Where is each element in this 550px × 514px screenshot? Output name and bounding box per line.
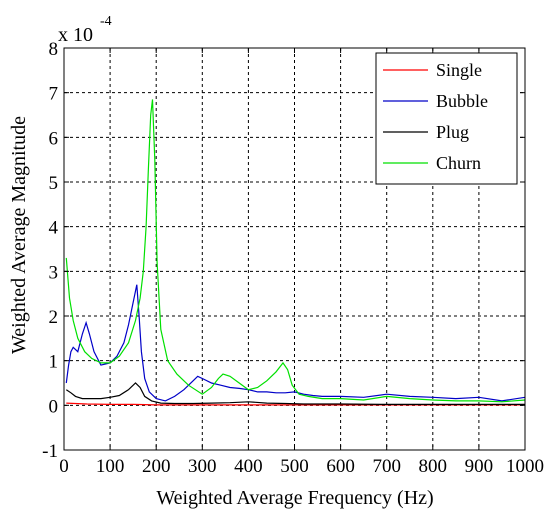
x-axis-label: Weighted Average Frequency (Hz) bbox=[156, 487, 433, 509]
x-tick-label: 700 bbox=[372, 456, 401, 477]
y-multiplier-exponent: -4 bbox=[100, 14, 112, 29]
y-tick-label: 2 bbox=[49, 307, 59, 328]
x-tick-label: 100 bbox=[96, 456, 125, 477]
y-axis-multiplier: x 10 -4 bbox=[58, 14, 112, 46]
legend: Single Bubble Plug Churn bbox=[375, 52, 518, 185]
x-tick-label: 0 bbox=[59, 456, 69, 477]
series-layer bbox=[65, 99, 526, 406]
y-tick-label: 5 bbox=[49, 173, 59, 194]
y-tick-label: -1 bbox=[42, 441, 58, 462]
legend-label-plug: Plug bbox=[436, 122, 469, 142]
x-tick-label: 200 bbox=[142, 456, 171, 477]
series-line-bubble bbox=[65, 284, 526, 402]
x-tick-label: 800 bbox=[419, 456, 448, 477]
x-tick-label: 1000 bbox=[506, 456, 544, 477]
legend-label-single: Single bbox=[436, 60, 482, 80]
x-tick-label: 300 bbox=[188, 456, 217, 477]
y-tick-label: 8 bbox=[49, 39, 59, 60]
x-tick-label: 900 bbox=[465, 456, 494, 477]
x-tick-label: 500 bbox=[280, 456, 309, 477]
y-tick-label: 6 bbox=[49, 128, 59, 149]
x-tick-label: 400 bbox=[234, 456, 263, 477]
legend-label-churn: Churn bbox=[436, 153, 481, 173]
series-line-plug bbox=[65, 382, 525, 405]
y-tick-label: 4 bbox=[49, 218, 59, 239]
y-multiplier-base: x 10 bbox=[58, 24, 93, 46]
y-axis-label: Weighted Average Magnitude bbox=[8, 116, 30, 354]
x-tick-label: 600 bbox=[326, 456, 355, 477]
legend-label-bubble: Bubble bbox=[436, 91, 488, 111]
legend-box bbox=[375, 52, 518, 185]
series-line-churn bbox=[65, 99, 526, 403]
y-tick-label: 3 bbox=[49, 262, 59, 283]
y-tick-label: 1 bbox=[49, 352, 59, 373]
y-tick-label: 0 bbox=[49, 396, 59, 417]
tick-labels: 0 100 200 300 400 500 600 700 800 900 1000-1012345… bbox=[42, 39, 544, 477]
y-tick-label: 7 bbox=[49, 84, 59, 105]
